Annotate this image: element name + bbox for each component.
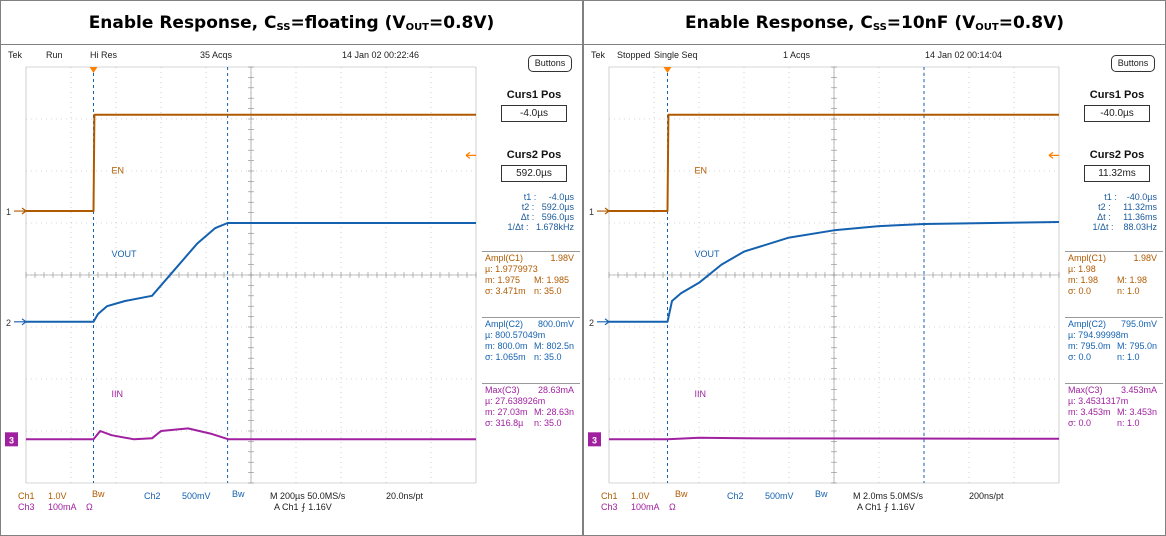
svg-text:3: 3 xyxy=(9,435,14,445)
record-resolution: 200ns/pt xyxy=(969,491,1004,501)
panel-title: Enable Response, CSS=10nF (VOUT=0.8V) xyxy=(584,1,1165,45)
ch2-bw-limit: Bw xyxy=(232,489,245,499)
trace-iin xyxy=(609,436,1060,441)
acq-count: 1 Acqs xyxy=(783,50,811,60)
buttons-button[interactable]: Buttons xyxy=(528,55,572,72)
run-state: Run xyxy=(46,50,63,60)
measurement-ch1: Ampl(C1) 1.98V µ: 1.98 m: 1.98 M: 1.98 σ: … xyxy=(1065,251,1163,297)
cursor-readout-freq: 1/Δt : 1.678kHz xyxy=(507,222,574,232)
scope-panel-left: Enable Response, CSS=floating (VOUT=0.8V… xyxy=(0,0,583,536)
cursor-readout-dt: Δt : 596.0µs xyxy=(520,212,574,222)
ch2-label: Ch2 xyxy=(144,491,161,501)
ch2-bw-limit: Bw xyxy=(815,489,828,499)
channel-3-marker[interactable]: 3 xyxy=(5,432,18,447)
svg-text:3: 3 xyxy=(592,435,597,445)
ch1-scale: 1.0V xyxy=(631,491,650,501)
oscilloscope-screen: Tek Stopped Single Seq 1 Acqs 14 Jan 02 … xyxy=(587,47,1163,535)
ch3-scale: 100mA xyxy=(48,502,77,512)
curs2-value-field[interactable]: 592.0µs xyxy=(501,165,567,182)
cursor-readout-t2: t2 : 11.32ms xyxy=(1098,202,1157,212)
trace-label-iin: IIN xyxy=(695,389,707,399)
panel-title: Enable Response, CSS=floating (VOUT=0.8V… xyxy=(1,1,582,45)
measurement-ch2: Ampl(C2) 800.0mV µ: 800.57049m m: 800.0m M… xyxy=(482,317,580,363)
cursor-readout-dt: Δt : 11.36ms xyxy=(1097,212,1157,222)
channel-2-marker[interactable]: 2 xyxy=(589,318,610,328)
trace-en xyxy=(609,113,1059,212)
channel-2-marker[interactable]: 2 xyxy=(6,318,27,328)
trigger-level-arrow[interactable] xyxy=(1048,151,1059,159)
ch3-label: Ch3 xyxy=(601,502,618,512)
waveform-plot: EN VOUT IIN 1 2 3 xyxy=(5,66,477,484)
cursor-readout-freq: 1/Δt : 88.03Hz xyxy=(1092,222,1157,232)
trigger-level-arrow[interactable] xyxy=(465,151,476,159)
curs2-title: Curs2 Pos xyxy=(506,149,562,161)
timebase: M 200µs 50.0MS/s xyxy=(270,491,346,501)
curs1-value-field[interactable]: -40.0µs xyxy=(1084,105,1150,122)
channel-settings-footer: Ch1 1.0V Bw Ch2 500mV Bw Ch3 100mA Ω M 2… xyxy=(587,489,1163,533)
channel-settings-footer: Ch1 1.0V Bw Ch2 500mV Bw Ch3 100mA Ω M 2… xyxy=(4,489,580,533)
trace-vout xyxy=(26,222,476,323)
trace-label-iin: IIN xyxy=(112,389,124,399)
brand-label: Tek xyxy=(8,50,23,60)
measurement-ch1: Ampl(C1) 1.98V µ: 1.9779973 m: 1.975 M: 1.… xyxy=(482,251,580,297)
curs1-title: Curs1 Pos xyxy=(1089,89,1145,101)
curs1-value-field[interactable]: -4.0µs xyxy=(501,105,567,122)
trace-label-en: EN xyxy=(695,166,708,176)
cursor-readout-t1: t1 : -40.0µs xyxy=(1104,192,1157,202)
measurement-ch2: Ampl(C2) 795.0mV µ: 794.99998m m: 795.0m M… xyxy=(1065,317,1163,363)
measurement-ch3: Max(C3) 28.63mA µ: 27.638926m m: 27.03m M:… xyxy=(482,383,580,429)
curs2-value-field[interactable]: 11.32ms xyxy=(1084,165,1150,182)
svg-text:2: 2 xyxy=(589,318,594,328)
ch1-bw-limit: Bw xyxy=(92,489,105,499)
trace-iin xyxy=(26,427,476,441)
acq-mode: Hi Res xyxy=(90,50,118,60)
measurement-ch3: Max(C3) 3.453mA µ: 3.4531317m m: 3.453m M:… xyxy=(1065,383,1163,429)
trigger-position-marker[interactable] xyxy=(89,67,98,73)
ch2-label: Ch2 xyxy=(727,491,744,501)
ch3-impedance: Ω xyxy=(86,502,93,512)
ch3-impedance: Ω xyxy=(669,502,676,512)
trace-label-vout: VOUT xyxy=(695,249,721,259)
cursor-readout-t2: t2 : 592.0µs xyxy=(521,202,574,212)
trigger-setting: A Ch1 ⨍ 1.16V xyxy=(274,502,332,512)
timestamp: 14 Jan 02 00:14:04 xyxy=(925,50,1003,60)
ch2-scale: 500mV xyxy=(182,491,211,501)
timebase: M 2.0ms 5.0MS/s xyxy=(853,491,924,501)
buttons-button[interactable]: Buttons xyxy=(1111,55,1155,72)
brand-label: Tek xyxy=(591,50,606,60)
channel-1-marker[interactable]: 1 xyxy=(589,207,610,217)
acq-count: 35 Acqs xyxy=(200,50,233,60)
channel-1-marker[interactable]: 1 xyxy=(6,207,27,217)
scope-panel-right: Enable Response, CSS=10nF (VOUT=0.8V) Te… xyxy=(583,0,1166,536)
svg-text:2: 2 xyxy=(6,318,11,328)
trigger-setting: A Ch1 ⨍ 1.16V xyxy=(857,502,915,512)
graticule xyxy=(608,66,1060,484)
trace-en xyxy=(26,113,476,212)
curs1-title: Curs1 Pos xyxy=(506,89,562,101)
curs2-title: Curs2 Pos xyxy=(1089,149,1145,161)
ch3-scale: 100mA xyxy=(631,502,660,512)
oscilloscope-screen: Tek Run Hi Res 35 Acqs 14 Jan 02 00:22:4… xyxy=(4,47,580,535)
cursor-readout-t1: t1 : -4.0µs xyxy=(523,192,574,202)
timestamp: 14 Jan 02 00:22:46 xyxy=(342,50,420,60)
trigger-position-marker[interactable] xyxy=(663,67,672,73)
ch3-label: Ch3 xyxy=(18,502,35,512)
ch1-scale: 1.0V xyxy=(48,491,67,501)
trace-label-vout: VOUT xyxy=(112,249,138,259)
ch1-bw-limit: Bw xyxy=(675,489,688,499)
ch1-label: Ch1 xyxy=(601,491,618,501)
svg-text:1: 1 xyxy=(589,207,594,217)
run-state: Stopped xyxy=(617,50,651,60)
record-resolution: 20.0ns/pt xyxy=(386,491,424,501)
ch1-label: Ch1 xyxy=(18,491,35,501)
svg-text:1: 1 xyxy=(6,207,11,217)
graticule xyxy=(25,66,477,484)
trace-label-en: EN xyxy=(112,166,125,176)
waveform-plot: EN VOUT IIN 1 2 3 xyxy=(588,66,1060,484)
channel-3-marker[interactable]: 3 xyxy=(588,432,601,447)
trace-vout xyxy=(609,221,1060,323)
acq-mode: Single Seq xyxy=(654,50,698,60)
ch2-scale: 500mV xyxy=(765,491,794,501)
